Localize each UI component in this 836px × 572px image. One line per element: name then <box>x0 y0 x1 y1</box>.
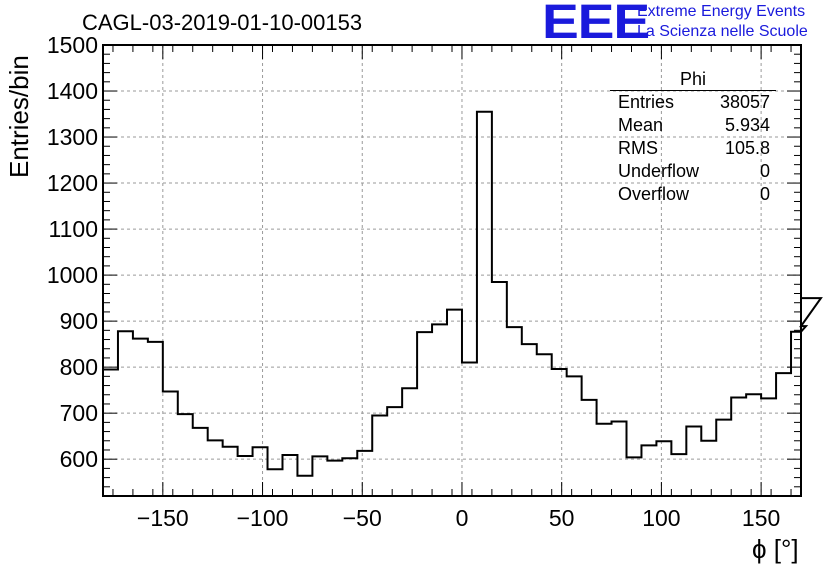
stats-row-underflow: Underflow 0 <box>610 160 776 183</box>
logo-text-line2: La Scienza nelle Scuole <box>637 23 808 40</box>
y-tick-label: 800 <box>60 354 98 380</box>
x-tick-labels: −150 −100 −50 0 50 100 150 <box>137 505 780 531</box>
stats-box: Phi Entries 38057 Mean 5.934 RMS 105.8 U… <box>610 68 776 206</box>
stats-label: Underflow <box>618 161 700 181</box>
stats-value: 5.934 <box>724 115 770 135</box>
y-tick-label: 1400 <box>47 78 98 104</box>
y-axis-label: Entries/bin <box>4 55 34 178</box>
x-tick-label: −100 <box>237 505 289 531</box>
stats-row-overflow: Overflow 0 <box>610 183 776 206</box>
y-tick-label: 1000 <box>47 262 98 288</box>
stats-label: Overflow <box>618 184 690 204</box>
eee-logo-mark: EEE <box>542 0 650 49</box>
axis-ticks <box>103 44 801 497</box>
logo-text-line1: Extreme Energy Events <box>637 3 806 20</box>
y-tick-label: 600 <box>60 446 98 472</box>
stats-label: RMS <box>618 138 658 158</box>
stats-value: 0 <box>759 161 770 181</box>
stats-label: Mean <box>618 115 664 135</box>
stats-row-entries: Entries 38057 <box>610 91 776 114</box>
x-axis-label: ϕ [°] <box>752 534 799 564</box>
x-tick-label: −50 <box>343 505 382 531</box>
y-tick-label: 700 <box>60 400 98 426</box>
stats-value: 38057 <box>719 92 770 112</box>
stats-value: 0 <box>759 184 770 204</box>
y-tick-labels: 600 700 800 900 1000 1100 1200 1300 1400 1500 <box>47 32 98 472</box>
y-tick-label: 900 <box>60 308 98 334</box>
x-tick-label: 100 <box>642 505 680 531</box>
stats-title: Phi <box>610 68 776 91</box>
chart-title: CAGL-03-2019-01-10-00153 <box>82 10 363 35</box>
y-tick-label: 1100 <box>49 216 98 242</box>
x-tick-label: −150 <box>137 505 189 531</box>
y-tick-label: 1500 <box>47 32 98 58</box>
stats-label: Entries <box>618 92 675 112</box>
x-tick-label: 50 <box>549 505 575 531</box>
y-tick-label: 1300 <box>47 124 98 150</box>
y-tick-label: 1200 <box>47 170 98 196</box>
stats-row-rms: RMS 105.8 <box>610 137 776 160</box>
stats-row-mean: Mean 5.934 <box>610 114 776 137</box>
x-tick-label: 0 <box>456 505 469 531</box>
x-tick-label: 150 <box>742 505 780 531</box>
histogram-series <box>103 110 823 477</box>
stats-value: 105.8 <box>724 138 770 158</box>
